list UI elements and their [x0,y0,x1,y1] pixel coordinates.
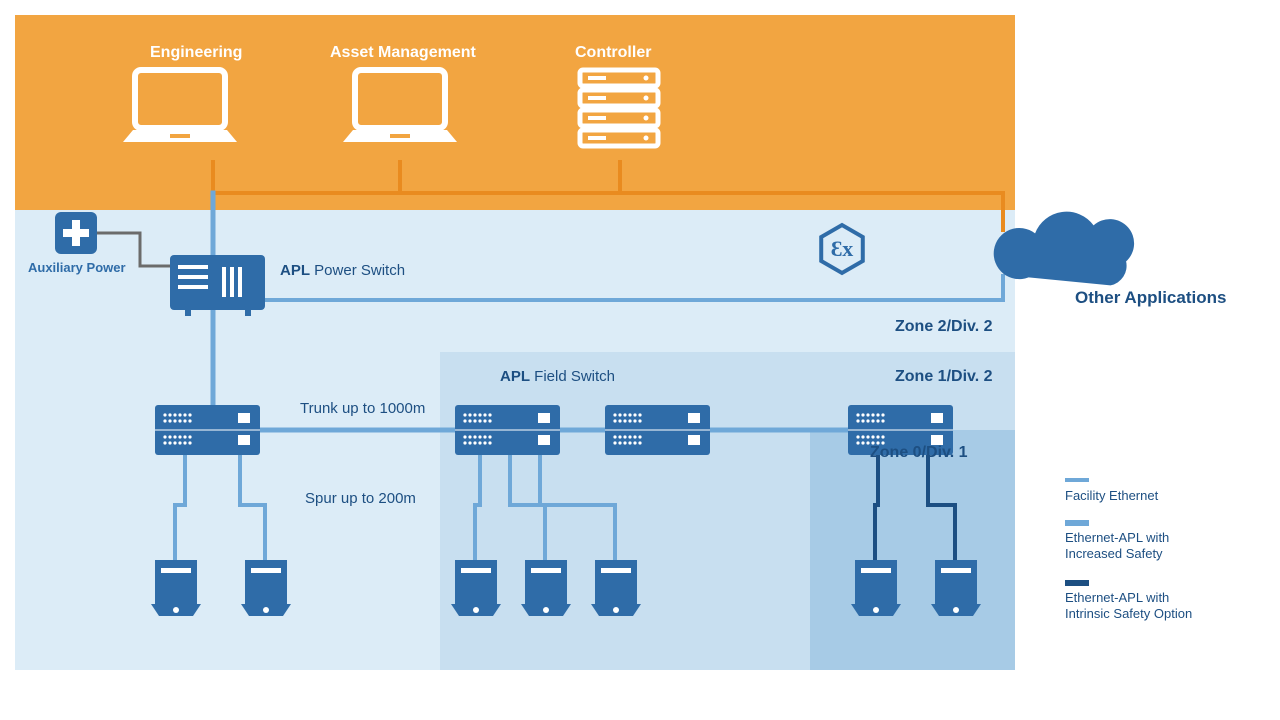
laptop-icon [343,70,457,142]
apl-power-switch-label: APL Power Switch [280,262,405,279]
zone1-label: Zone 1/Div. 2 [895,368,993,386]
legend-swatch [1065,478,1089,482]
field-device-icon [241,560,291,616]
apl-field-switch-icon [155,405,260,455]
apl-field-switch-label: APL Field Switch [500,368,615,385]
top-label: Engineering [150,44,242,62]
spur-label: Spur up to 200m [305,490,416,507]
legend-text: Facility Ethernet [1065,488,1158,503]
trunk-label: Trunk up to 1000m [300,400,425,417]
field-device-icon [151,560,201,616]
aux-power-label: Auxiliary Power [28,260,126,275]
legend-text: Ethernet-APL with [1065,590,1169,605]
field-device-icon [591,560,641,616]
top-label: Controller [575,44,651,62]
legend-swatch [1065,520,1089,526]
zone2-label: Zone 2/Div. 2 [895,318,993,336]
cloud-icon [994,212,1134,286]
legend-swatch [1065,580,1089,586]
legend-text: Intrinsic Safety Option [1065,606,1192,621]
aux-power-icon [55,212,97,254]
server-icon [580,70,658,146]
apl-field-switch-icon [605,405,710,455]
field-device-icon [931,560,981,616]
laptop-icon [123,70,237,142]
zone0-label: Zone 0/Div. 1 [870,444,968,462]
field-device-icon [521,560,571,616]
svg-text:Ɛx: Ɛx [831,236,854,261]
ex-icon: Ɛx [821,225,863,273]
legend-text: Increased Safety [1065,546,1163,561]
legend-text: Ethernet-APL with [1065,530,1169,545]
apl-field-switch-icon [455,405,560,455]
top-label: Asset Management [330,44,476,62]
apl-power-switch-icon [170,255,265,316]
field-device-icon [451,560,501,616]
other-apps-label: Other Applications [1075,288,1226,308]
field-device-icon [851,560,901,616]
